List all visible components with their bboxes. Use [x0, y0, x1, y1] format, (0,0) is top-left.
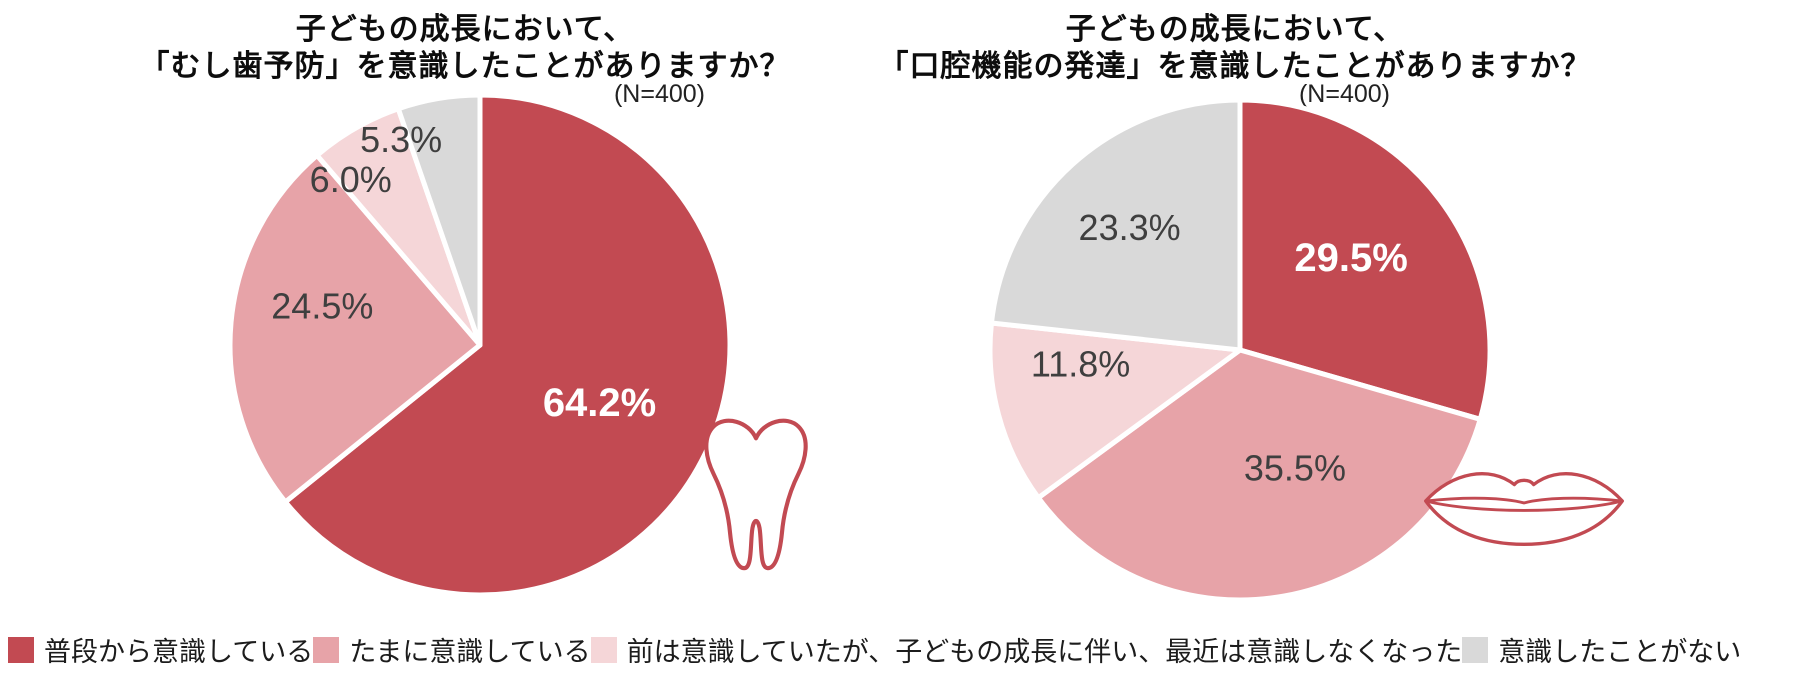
chart1-title-line2: 「むし歯予防」を意識したことがありますか？ [139, 49, 791, 83]
chart1-pie-svg: 64.2% 24.5% 6.0%5.3% [227, 92, 733, 598]
chart1-title-line1: 子どもの成長において、 [295, 13, 635, 46]
pie-slice-label: 5.3% [360, 119, 442, 160]
chart2-title-line1: 子どもの成長において、 [1065, 13, 1405, 46]
chart2-title-line2: 「口腔機能の発達」を意識したことがありますか？ [878, 49, 1592, 83]
chart2-sample-size-label: (N=400) [1298, 80, 1390, 108]
pie-slice-label: 64.2% [543, 381, 656, 425]
legend-item-used-to: 前は意識していたが、子どもの成長に伴い、最近は意識しなくなった [590, 630, 1463, 669]
chart1-sample-size-label: (N=400) [613, 80, 705, 108]
legend-swatch-sometimes [313, 636, 340, 663]
legend-swatch-always [8, 636, 34, 663]
chart2-pie: 29.5% 35.5% 11.8% 23.3% [985, 95, 1495, 605]
pie-slice [1237, 97, 1493, 422]
pie-slice-label: 11.8% [1031, 344, 1130, 385]
pie-slice-label: 23.3% [1079, 207, 1181, 248]
legend-label-used-to: 前は意識していたが、子どもの成長に伴い、最近は意識しなくなった [626, 637, 1463, 667]
pie-slice [987, 320, 1243, 501]
pie-slice [988, 97, 1243, 353]
pie-slice-label: 29.5% [1294, 236, 1407, 280]
tooth-icon [704, 418, 808, 571]
legend-swatch-used-to [590, 636, 617, 663]
legend: 普段から意識している たまに意識している 前は意識していたが、子どもの成長に伴い… [8, 630, 1741, 669]
chart1-title: 子どもの成長において、 「むし歯予防」を意識したことがありますか？ [45, 12, 885, 85]
legend-swatch-never [1462, 636, 1489, 663]
legend-item-always: 普段から意識している [8, 630, 313, 669]
pie-slice-label: 6.0% [310, 159, 392, 200]
legend-label-never: 意識したことがない [1498, 637, 1742, 667]
chart2-title: 子どもの成長において、 「口腔機能の発達」を意識したことがありますか？ [815, 12, 1655, 85]
legend-label-always: 普段から意識している [44, 637, 314, 667]
lips-icon [1424, 472, 1624, 547]
legend-item-never: 意識したことがない [1462, 630, 1741, 669]
pie-slice [395, 92, 483, 348]
legend-item-sometimes: たまに意識している [313, 630, 591, 669]
chart2-pie-svg: 29.5% 35.5% 11.8% 23.3% [987, 97, 1493, 603]
chart1-pie: 64.2% 24.5% 6.0% 5.3% [225, 90, 735, 600]
pie-slice [227, 152, 483, 505]
pie-slice-label: 24.5% [271, 285, 373, 326]
pie-slice-label: 35.5% [1244, 447, 1346, 488]
legend-label-sometimes: たまに意識している [349, 637, 591, 667]
